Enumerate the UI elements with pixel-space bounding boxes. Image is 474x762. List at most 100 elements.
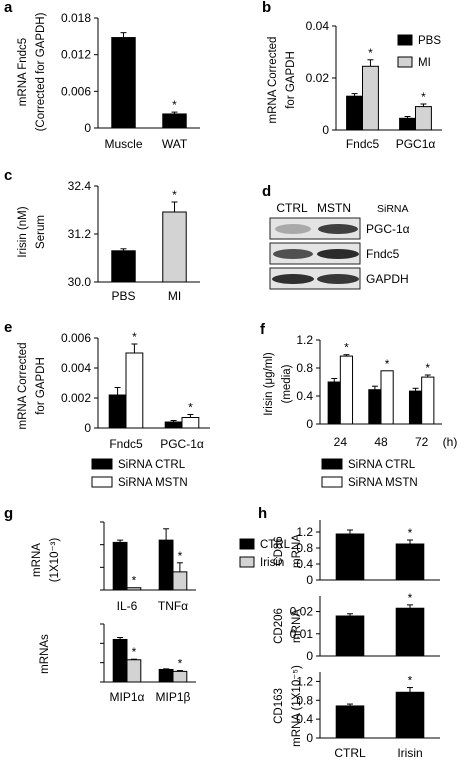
panel-c-label: c bbox=[4, 167, 12, 184]
panel-e-ylabel: mRNA Corrected bbox=[17, 343, 29, 430]
panel-g1-xtick-label: TNFα bbox=[158, 599, 188, 613]
panel-g1-bar bbox=[126, 587, 142, 591]
blot-band bbox=[273, 249, 313, 259]
panel-c-ytick-label: 32.4 bbox=[68, 179, 92, 193]
panel-g1-significance-star: * bbox=[132, 574, 137, 588]
panel-e-legend-swatch bbox=[91, 476, 113, 488]
blot-band bbox=[317, 274, 359, 284]
panel-f-ytick-label: 1.2 bbox=[296, 333, 313, 347]
panel-e-ytick-label: 0.006 bbox=[61, 331, 91, 345]
panel-b-legend-label: PBS bbox=[418, 35, 441, 47]
panel-f-legend-label: SiRNA CTRL bbox=[348, 459, 416, 471]
panel-e-legend-label: SiRNA CTRL bbox=[118, 459, 186, 471]
panel-a-xtick-label: Muscle bbox=[104, 137, 142, 151]
panel-b-significance-star: * bbox=[368, 46, 373, 60]
panel-f-ytick-label: 0.8 bbox=[296, 361, 313, 375]
panel-b-xtick-label: Fndc5 bbox=[346, 137, 380, 151]
panel-f-legend-label: SiRNA MSTN bbox=[348, 477, 418, 489]
panel-f-ylabel: Irisin (μg/ml) bbox=[263, 352, 275, 416]
panel-h3-ylabel: CD163 bbox=[273, 688, 285, 724]
panel-f-bar bbox=[368, 389, 382, 425]
panel-h2-bar bbox=[395, 607, 425, 657]
panel-g1-significance-star: * bbox=[178, 549, 183, 563]
panel-f-bar bbox=[339, 355, 354, 425]
panel-b-ytick-label: 0.04 bbox=[306, 19, 330, 33]
blot-row-label: PGC-1α bbox=[366, 222, 410, 236]
panel-b-bar bbox=[362, 65, 379, 131]
blot-band bbox=[272, 274, 314, 284]
panel-h3-ytick-label: 0 bbox=[306, 731, 313, 745]
blot-band bbox=[318, 224, 358, 234]
panel-g2-bar bbox=[158, 668, 174, 683]
blot-band bbox=[317, 249, 359, 259]
panel-f-ylabel: (media) bbox=[281, 364, 293, 403]
panel-b-legend-swatch bbox=[397, 56, 413, 68]
panel-e-bar bbox=[125, 352, 144, 429]
panel-g2-significance-star: * bbox=[178, 657, 183, 671]
panel-g2-xtick-label: MIP1α bbox=[110, 690, 145, 704]
panel-h1-ytick-label: 1.2 bbox=[296, 525, 313, 539]
panel-h3-xtick-label: CTRL bbox=[334, 746, 366, 760]
panel-f-bar bbox=[408, 390, 423, 425]
panel-b-ylabel: for GAPDH bbox=[285, 51, 297, 109]
panel-b-bar bbox=[399, 117, 417, 131]
panel-h2-ytick-label: 0.01 bbox=[290, 627, 314, 641]
panel-d-label: d bbox=[262, 183, 271, 200]
panel-e-bar bbox=[181, 417, 200, 429]
panel-a-bar bbox=[162, 113, 187, 129]
panel-b-label: b bbox=[262, 0, 271, 16]
panel-g1-label: g bbox=[4, 505, 13, 522]
panel-f-bar bbox=[327, 381, 341, 425]
blot-header: SiRNA bbox=[377, 203, 409, 215]
panel-f-bar bbox=[421, 376, 435, 425]
panel-g1-legend-swatch bbox=[239, 556, 255, 568]
panel-h3-xtick-label: Irisin bbox=[397, 746, 422, 760]
panel-e-xtick-label: PGC-1α bbox=[160, 437, 204, 451]
panel-g2-bar bbox=[172, 670, 188, 683]
panel-e-xtick-label: Fndc5 bbox=[109, 437, 143, 451]
panel-c-ytick-label: 31.2 bbox=[68, 227, 92, 241]
panel-h3-ytick-label: 0.4 bbox=[296, 712, 313, 726]
panel-b-bar bbox=[415, 106, 432, 131]
panel-c-xtick-label: PBS bbox=[111, 289, 135, 303]
panel-e-legend-swatch bbox=[91, 458, 113, 470]
panel-e-label: e bbox=[4, 319, 12, 336]
panel-h2-ylabel: CD206 bbox=[273, 608, 285, 644]
panel-f-x-unit: (h) bbox=[443, 435, 458, 449]
panel-b-ytick-label: 0 bbox=[322, 123, 329, 137]
panel-a-ytick-label: 0.018 bbox=[61, 11, 91, 25]
panel-h2-bar bbox=[335, 615, 365, 657]
panel-h1-bar bbox=[335, 533, 365, 581]
panel-a-ylabel: mRNA Fndc5 bbox=[17, 38, 29, 106]
panel-h3-ylabel: mRNA (1X10⁻⁵) bbox=[291, 665, 303, 747]
panel-h3-ytick-label: 1.2 bbox=[296, 674, 313, 688]
panel-h3-significance-star: * bbox=[408, 674, 413, 688]
panel-c-significance-star: * bbox=[172, 188, 177, 202]
panel-g1-ylabel: (1X10⁻³) bbox=[49, 538, 61, 583]
blot-row-label: GAPDH bbox=[366, 272, 409, 286]
panel-g2-xtick-label: MIP1β bbox=[156, 690, 191, 704]
panel-a-ylabel: (Corrected for GAPDH) bbox=[35, 12, 47, 131]
panel-a-ytick-label: 0.012 bbox=[61, 48, 91, 62]
panel-h3-bar bbox=[395, 691, 425, 739]
panel-h3-bar bbox=[335, 705, 365, 739]
panel-a-xtick-label: WAT bbox=[162, 137, 188, 151]
panel-f-legend-swatch bbox=[321, 476, 343, 488]
panel-c-bar bbox=[162, 211, 187, 283]
panel-g1-ylabel: mRNA bbox=[31, 543, 43, 577]
panel-e-bar bbox=[108, 394, 127, 429]
panel-g1-bar bbox=[112, 541, 128, 591]
panel-g2-bar bbox=[126, 659, 142, 683]
panel-e-significance-star: * bbox=[132, 330, 137, 344]
panel-f-legend-swatch bbox=[321, 458, 343, 470]
panel-e-ytick-label: 0 bbox=[84, 421, 91, 435]
blot-row-label: Fndc5 bbox=[366, 247, 400, 261]
panel-h2-significance-star: * bbox=[408, 591, 413, 605]
panel-f-significance-star: * bbox=[344, 341, 349, 355]
panel-a-ytick-label: 0.006 bbox=[61, 84, 91, 98]
panel-h1-ylabel: CD86 bbox=[273, 536, 285, 565]
panel-f-ytick-label: 0.4 bbox=[296, 389, 313, 403]
panel-b-legend-swatch bbox=[397, 34, 413, 46]
panel-g1-legend-label: Irisin bbox=[260, 557, 284, 569]
